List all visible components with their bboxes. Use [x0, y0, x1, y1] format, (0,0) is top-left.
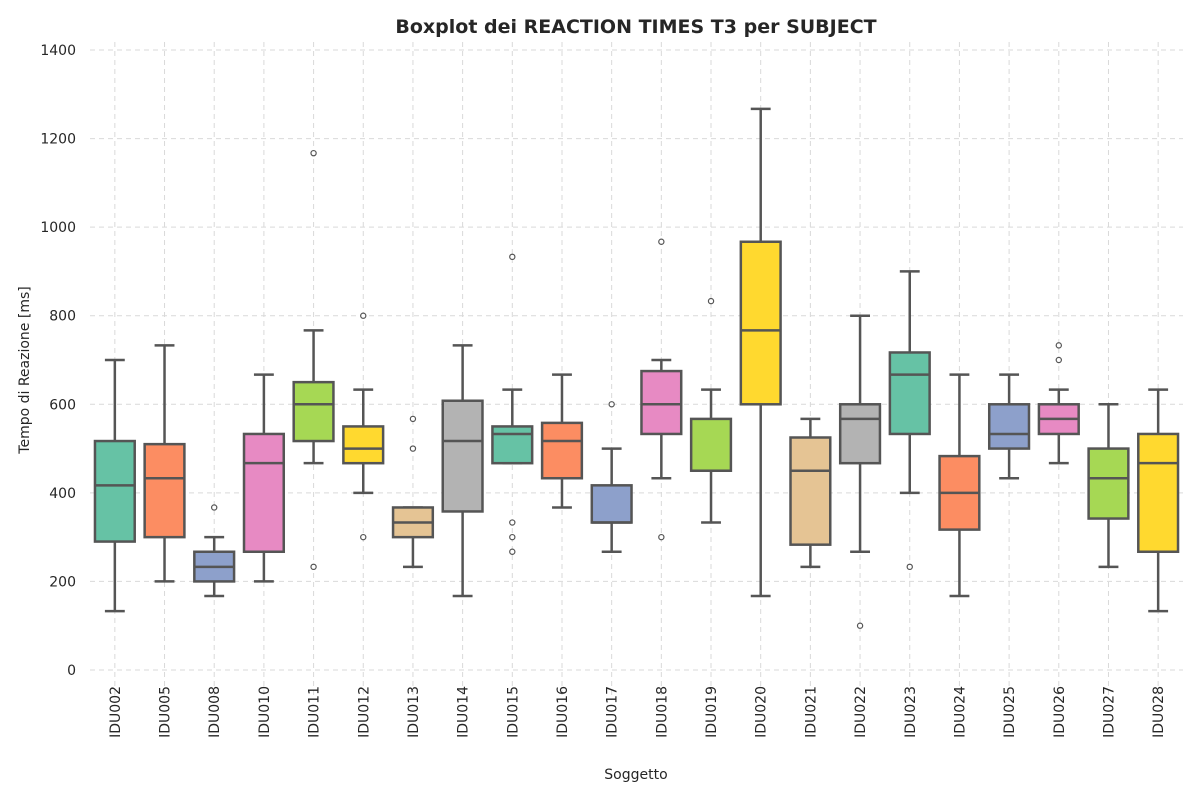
x-tick-label: IDU002 — [108, 686, 124, 738]
iqr-box — [242, 432, 286, 554]
y-tick-label: 0 — [67, 663, 76, 679]
x-tick-label: IDU010 — [257, 686, 273, 738]
y-axis-label: Tempo di Reazione [ms] — [17, 286, 33, 454]
x-tick-label: IDU028 — [1151, 686, 1167, 738]
iqr-box — [689, 417, 733, 472]
box-IDU008 — [193, 504, 236, 598]
box-IDU012 — [342, 312, 385, 541]
box-IDU024 — [938, 373, 981, 598]
outlier-point — [856, 622, 864, 629]
outlier-point — [1055, 342, 1062, 349]
x-tick-label: IDU005 — [158, 686, 174, 738]
x-axis-ticks: IDU002 IDU005 IDU008 IDU010 IDU011 IDU012 IDU0… — [108, 686, 1167, 738]
outlier-point — [360, 533, 367, 541]
outlier-point — [360, 312, 367, 319]
iqr-box — [491, 425, 534, 465]
box-IDU010 — [242, 373, 286, 583]
iqr-box — [789, 436, 832, 546]
x-tick-label: IDU008 — [207, 686, 223, 738]
x-tick-label: IDU025 — [1002, 686, 1018, 738]
iqr-box — [441, 399, 484, 513]
box-IDU016 — [540, 373, 584, 509]
x-tick-label: IDU022 — [853, 686, 869, 738]
box-IDU022 — [838, 314, 882, 629]
x-tick-label: IDU019 — [704, 686, 720, 738]
outlier-point — [509, 253, 516, 261]
box-IDU027 — [1087, 403, 1130, 569]
outlier-point — [509, 519, 516, 526]
x-tick-label: IDU027 — [1101, 686, 1117, 738]
iqr-box — [590, 484, 633, 524]
x-tick-label: IDU017 — [605, 686, 621, 738]
x-tick-label: IDU024 — [952, 686, 968, 738]
iqr-box — [1137, 432, 1180, 554]
box-IDU020 — [739, 107, 782, 598]
iqr-box — [1087, 447, 1130, 520]
box-IDU013 — [391, 415, 435, 569]
x-tick-label: IDU011 — [307, 686, 323, 738]
outlier-point — [906, 563, 913, 571]
box-IDU025 — [987, 373, 1031, 480]
x-tick-label: IDU020 — [754, 686, 770, 738]
outlier-point — [658, 533, 665, 541]
box-IDU011 — [292, 149, 335, 571]
x-tick-label: IDU021 — [803, 686, 819, 738]
x-tick-label: IDU016 — [555, 686, 571, 738]
iqr-box — [739, 240, 782, 406]
outlier-point — [211, 504, 218, 511]
x-tick-label: IDU013 — [406, 686, 422, 738]
box-IDU017 — [590, 401, 633, 554]
outlier-point — [310, 149, 317, 157]
outlier-point — [509, 533, 516, 541]
chart-title: Boxplot dei REACTION TIMES T3 per SUBJEC… — [395, 16, 876, 38]
y-tick-label: 1000 — [40, 220, 76, 236]
iqr-box — [143, 442, 186, 539]
outlier-point — [1055, 356, 1062, 364]
outlier-point — [310, 563, 317, 571]
iqr-box — [888, 351, 931, 436]
box-IDU019 — [689, 297, 733, 524]
iqr-box — [987, 403, 1031, 450]
y-tick-label: 400 — [49, 486, 76, 502]
x-tick-label: IDU023 — [903, 686, 919, 738]
iqr-box — [342, 425, 385, 465]
x-tick-label: IDU015 — [505, 686, 521, 738]
boxes — [93, 107, 1180, 629]
outlier-point — [509, 548, 516, 555]
x-tick-label: IDU012 — [356, 686, 372, 738]
y-tick-label: 1200 — [40, 132, 76, 148]
y-tick-label: 600 — [49, 397, 76, 413]
x-tick-label: IDU018 — [654, 686, 670, 738]
outlier-point — [658, 238, 665, 245]
iqr-box — [640, 369, 683, 436]
box-IDU002 — [93, 358, 136, 613]
grid — [90, 42, 1183, 700]
outlier-point — [409, 445, 417, 452]
x-tick-label: IDU014 — [456, 686, 472, 738]
box-IDU005 — [143, 344, 186, 583]
outlier-point — [409, 415, 417, 423]
x-axis-label: Soggetto — [604, 767, 667, 783]
y-tick-label: 1400 — [40, 43, 76, 59]
outlier-point — [707, 297, 715, 305]
outlier-point — [608, 401, 615, 408]
box-IDU015 — [491, 253, 534, 555]
box-IDU026 — [1037, 342, 1080, 465]
iqr-box — [93, 439, 136, 543]
box-IDU018 — [640, 238, 683, 541]
iqr-box — [292, 380, 335, 443]
x-tick-label: IDU026 — [1052, 686, 1068, 738]
box-IDU014 — [441, 344, 484, 598]
y-tick-label: 800 — [49, 309, 76, 325]
y-axis-ticks: 0 200 400 600 800 1000 1200 1400 — [40, 43, 76, 679]
y-tick-label: 200 — [49, 574, 76, 590]
iqr-box — [838, 403, 882, 465]
iqr-box — [540, 421, 584, 480]
box-IDU028 — [1137, 388, 1180, 613]
box-IDU021 — [789, 417, 832, 569]
box-IDU023 — [888, 270, 931, 571]
